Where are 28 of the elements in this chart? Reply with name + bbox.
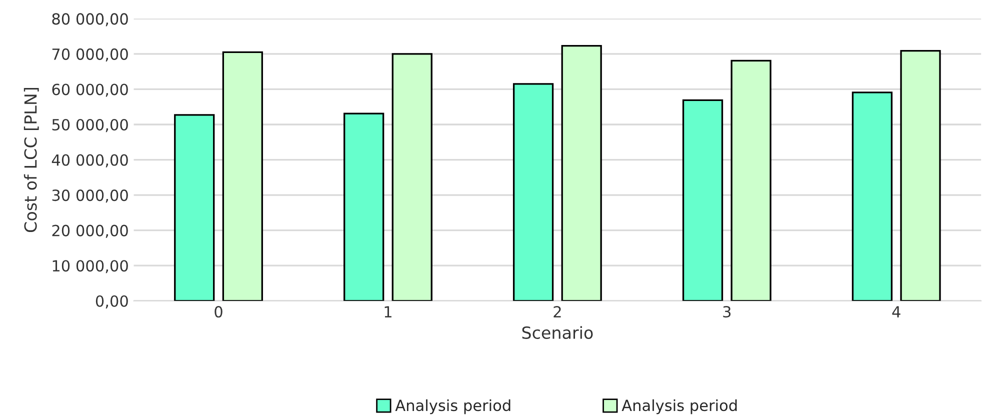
bar xyxy=(852,92,893,301)
x-tick-label: 0 xyxy=(214,306,222,318)
bar xyxy=(392,53,432,301)
y-tick-label: 20 000,00 xyxy=(52,224,128,238)
bar xyxy=(222,51,263,301)
x-tick-label: 4 xyxy=(892,306,900,318)
bar xyxy=(900,50,941,301)
x-tick-label: 1 xyxy=(384,306,392,318)
y-tick-label: 50 000,00 xyxy=(52,118,128,132)
bar xyxy=(512,83,554,301)
x-axis-title: Scenario xyxy=(522,326,593,339)
y-tick-label: 70 000,00 xyxy=(52,48,128,62)
bar xyxy=(561,45,602,301)
y-tick-label: 30 000,00 xyxy=(52,190,128,203)
bar xyxy=(344,112,384,301)
y-tick-label: 10 000,00 xyxy=(52,260,128,274)
legend-label: Analysis period xyxy=(395,399,510,414)
y-tick-label: 0,00 xyxy=(96,295,128,308)
x-tick-label: 3 xyxy=(723,306,731,318)
y-tick-label: 80 000,00 xyxy=(52,13,128,26)
bar xyxy=(174,114,215,301)
legend-label: Analysis period xyxy=(622,399,737,414)
bar xyxy=(730,60,772,301)
x-tick-label: 2 xyxy=(554,306,561,318)
y-axis-title: Cost of LCC [PLN] xyxy=(24,88,39,232)
bar xyxy=(682,99,724,301)
y-tick-label: 40 000,00 xyxy=(52,154,128,168)
y-tick-label: 60 000,00 xyxy=(52,84,128,97)
